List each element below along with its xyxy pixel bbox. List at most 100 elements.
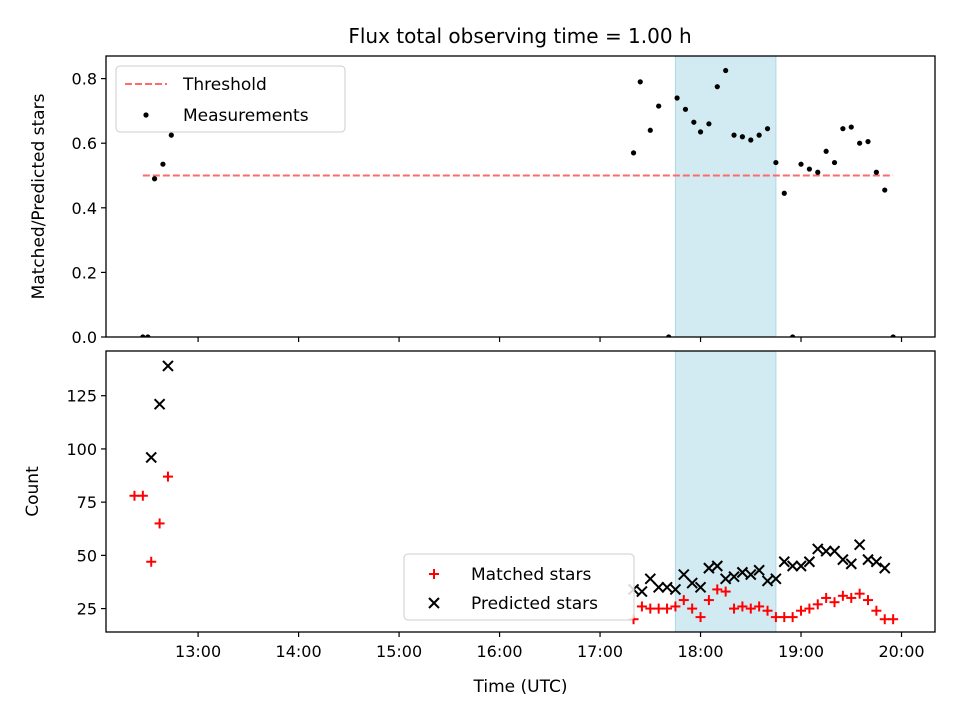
matched-point bbox=[821, 592, 832, 603]
measurement-point bbox=[781, 190, 787, 196]
top-panel: 0.0 0.2 0.4 0.6 0.8 Matched/Predicted stars Th… bbox=[29, 55, 936, 347]
legend-measurements-label: Measurements bbox=[183, 106, 309, 126]
matched-point bbox=[154, 518, 165, 529]
measurement-point bbox=[815, 169, 821, 175]
figure-title: Flux total observing time = 1.00 h bbox=[348, 24, 691, 48]
y-tick-label: 125 bbox=[66, 387, 97, 406]
measurement-point bbox=[682, 106, 689, 112]
predicted-point bbox=[703, 562, 715, 574]
predicted-point bbox=[153, 398, 166, 410]
measurement-point bbox=[857, 140, 863, 146]
measurement-point bbox=[748, 137, 754, 143]
y-tick-label: 0.6 bbox=[72, 134, 97, 153]
shaded-span bbox=[674, 351, 777, 632]
measurement-point bbox=[806, 166, 812, 172]
series-matched-stars bbox=[129, 471, 899, 625]
predicted-point bbox=[736, 566, 749, 579]
predicted-point bbox=[795, 560, 807, 572]
legend-box bbox=[115, 65, 346, 133]
measurement-point bbox=[630, 150, 637, 156]
measurement-point bbox=[731, 132, 737, 138]
matched-point bbox=[712, 584, 723, 595]
matched-point bbox=[846, 592, 857, 603]
y-tick-label: 0.8 bbox=[72, 70, 97, 89]
measurement-point bbox=[723, 67, 729, 74]
legend-measurements-swatch bbox=[143, 112, 149, 118]
matched-point bbox=[888, 614, 899, 625]
matched-point bbox=[879, 614, 890, 625]
predicted-point bbox=[879, 562, 891, 574]
predicted-point bbox=[786, 560, 799, 572]
matched-point bbox=[729, 603, 740, 614]
bottom-panel: 13:00 14:00 15:00 16:00 17:00 18:00 19:00 20:00… bbox=[23, 350, 936, 697]
matched-point bbox=[703, 595, 714, 606]
series-predicted-stars bbox=[145, 360, 891, 598]
x-tick-label: 18:00 bbox=[677, 642, 723, 661]
predicted-point bbox=[636, 585, 648, 598]
measurement-point bbox=[823, 148, 829, 154]
matched-point bbox=[787, 612, 798, 623]
y-tick-label: 0.2 bbox=[72, 263, 97, 282]
legend-predicted-label: Predicted stars bbox=[471, 594, 598, 614]
matched-point bbox=[762, 605, 773, 616]
measurement-point bbox=[151, 176, 158, 182]
measurement-point bbox=[656, 103, 662, 109]
y-axis-label: Matched/Predicted stars bbox=[29, 93, 49, 299]
measurement-point bbox=[831, 159, 838, 166]
predicted-point bbox=[145, 451, 157, 464]
matched-point bbox=[854, 588, 865, 599]
matched-point bbox=[829, 597, 840, 608]
measurement-point bbox=[798, 161, 804, 167]
predicted-point bbox=[803, 556, 816, 568]
predicted-point bbox=[694, 581, 707, 594]
matched-point bbox=[737, 601, 748, 612]
x-tick-label: 17:00 bbox=[577, 642, 623, 661]
matched-point bbox=[871, 605, 882, 616]
x-tick-label: 15:00 bbox=[376, 642, 422, 661]
matched-point bbox=[745, 603, 756, 614]
predicted-point bbox=[686, 577, 698, 589]
predicted-point bbox=[837, 553, 849, 566]
measurement-point bbox=[739, 134, 746, 140]
matched-point bbox=[653, 603, 664, 614]
axes-frame bbox=[105, 350, 936, 633]
matched-point bbox=[146, 556, 157, 567]
y-tick-label: 75 bbox=[77, 493, 97, 512]
measurement-point bbox=[773, 159, 779, 166]
x-tick-label: 20:00 bbox=[878, 642, 924, 661]
legend: Matched stars Predicted stars bbox=[403, 553, 635, 621]
matched-point bbox=[645, 603, 656, 614]
predicted-point bbox=[711, 560, 723, 572]
predicted-point bbox=[753, 564, 765, 576]
measurement-point bbox=[873, 169, 879, 175]
measurement-point bbox=[865, 138, 871, 145]
measurement-point bbox=[637, 79, 643, 85]
matched-point bbox=[129, 490, 140, 501]
x-tick-label: 13:00 bbox=[175, 642, 221, 661]
plot-area bbox=[140, 56, 896, 337]
axes-frame bbox=[105, 55, 936, 338]
predicted-point bbox=[745, 568, 757, 581]
predicted-point bbox=[669, 583, 682, 596]
measurement-point bbox=[160, 161, 166, 167]
predicted-point bbox=[820, 545, 832, 557]
legend-threshold-label: Threshold bbox=[182, 75, 267, 95]
predicted-point bbox=[828, 545, 841, 557]
predicted-point bbox=[162, 360, 174, 372]
predicted-point bbox=[778, 556, 790, 568]
plot-area bbox=[129, 351, 899, 632]
predicted-point bbox=[770, 573, 782, 585]
matched-point bbox=[687, 603, 698, 614]
legend-predicted-swatch bbox=[428, 597, 440, 609]
matched-point bbox=[812, 599, 823, 610]
measurement-point bbox=[706, 121, 712, 127]
legend: Threshold Measurements bbox=[115, 65, 346, 133]
matched-point bbox=[720, 586, 731, 597]
y-tick-label: 25 bbox=[77, 600, 97, 619]
measurement-point bbox=[168, 132, 174, 138]
predicted-point bbox=[719, 573, 732, 585]
x-tick-label: 16:00 bbox=[477, 642, 523, 661]
measurement-point bbox=[697, 129, 704, 135]
y-tick-label: 0.4 bbox=[72, 199, 97, 218]
